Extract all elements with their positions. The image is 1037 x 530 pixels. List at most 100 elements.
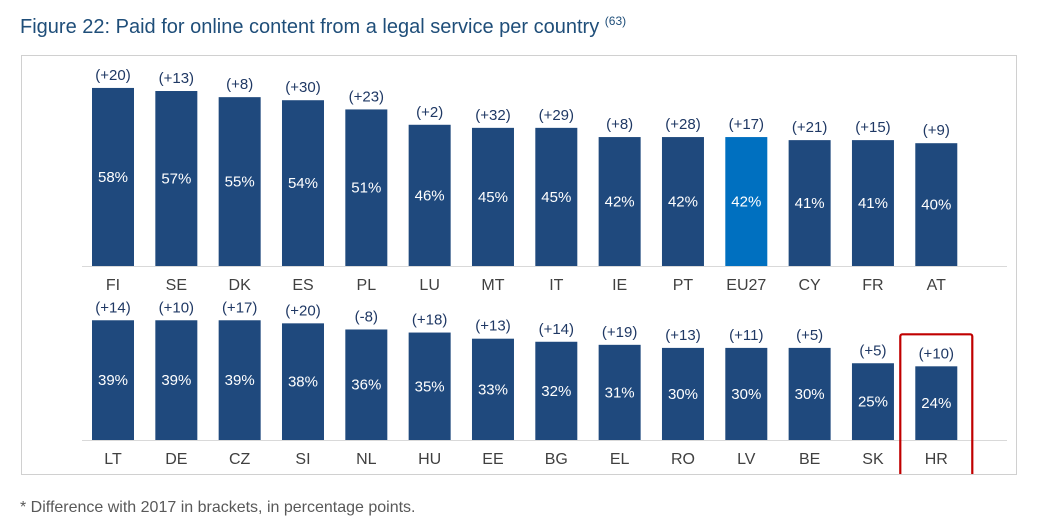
diff-label-it: (+29) <box>539 107 574 124</box>
bar-hu <box>408 332 451 440</box>
bar-lt <box>92 320 134 440</box>
bar-be <box>788 347 831 440</box>
x-tick-label-ie: IE <box>612 277 627 294</box>
bar-el <box>598 344 641 440</box>
x-tick-label-de: DE <box>165 451 187 468</box>
x-tick-label-at: AT <box>927 277 946 294</box>
diff-label-nl: (-8) <box>355 308 378 325</box>
bar-at <box>915 143 958 266</box>
bar-fr <box>851 140 894 266</box>
value-label-hr: 24% <box>921 395 951 412</box>
value-label-sk: 25% <box>858 394 888 411</box>
value-label-se: 57% <box>161 171 191 188</box>
x-tick-label-se: SE <box>166 277 187 294</box>
value-label-ro: 30% <box>668 386 698 403</box>
x-tick-label-dk: DK <box>229 277 252 294</box>
bar-ro <box>661 347 704 440</box>
diff-label-fr: (+15) <box>855 119 890 136</box>
footnote: * Difference with 2017 in brackets, in p… <box>20 499 416 516</box>
value-label-si: 38% <box>288 374 318 391</box>
bar-sk <box>851 363 894 440</box>
bar-it <box>535 127 578 266</box>
x-tick-label-nl: NL <box>356 451 377 468</box>
bar-eu27 <box>725 137 768 266</box>
bar-lu <box>408 124 451 266</box>
highlight-box-hr <box>899 333 974 474</box>
x-tick-label-ee: EE <box>482 451 503 468</box>
bar-hr <box>915 366 958 440</box>
x-tick-label-lu: LU <box>419 277 439 294</box>
x-tick-label-sk: SK <box>862 451 884 468</box>
bar-si <box>281 323 324 440</box>
diff-label-pl: (+23) <box>349 88 384 105</box>
bar-fi <box>92 87 134 266</box>
figure-title: Figure 22: Paid for online content from … <box>20 14 626 39</box>
diff-label-de: (+10) <box>159 299 194 316</box>
bar-de <box>155 320 198 440</box>
diff-label-lv: (+11) <box>729 327 763 344</box>
value-label-cy: 41% <box>795 195 825 212</box>
x-tick-label-pl: PL <box>357 277 377 294</box>
value-label-es: 54% <box>288 175 318 192</box>
value-label-de: 39% <box>161 372 191 389</box>
bar-bg <box>535 341 578 440</box>
x-tick-label-el: EL <box>610 451 630 468</box>
figure-title-footnote-ref: (63) <box>604 14 627 28</box>
value-label-hu: 35% <box>415 378 445 395</box>
value-label-lu: 46% <box>415 187 445 204</box>
x-tick-label-it: IT <box>549 277 563 294</box>
value-label-eu27: 42% <box>731 194 761 211</box>
value-label-nl: 36% <box>351 377 381 394</box>
bar-ee <box>471 338 514 440</box>
x-tick-label-pt: PT <box>673 277 694 294</box>
diff-label-cy: (+21) <box>792 119 827 136</box>
bar-cy <box>788 140 831 266</box>
x-tick-label-ro: RO <box>671 451 695 468</box>
value-label-el: 31% <box>605 384 635 401</box>
x-tick-label-eu27: EU27 <box>726 277 766 294</box>
x-tick-label-es: ES <box>292 277 313 294</box>
value-label-lt: 39% <box>98 372 128 389</box>
bar-pt <box>661 137 704 266</box>
bar-se <box>155 91 198 266</box>
value-label-it: 45% <box>541 189 571 206</box>
diff-label-at: (+9) <box>923 122 950 139</box>
value-label-pt: 42% <box>668 194 698 211</box>
bar-nl <box>345 329 388 440</box>
x-tick-label-hr: HR <box>925 451 948 468</box>
diff-label-mt: (+32) <box>475 107 510 124</box>
diff-label-hr: (+10) <box>919 345 954 362</box>
value-label-pl: 51% <box>351 180 381 197</box>
x-tick-label-fr: FR <box>862 277 883 294</box>
bar-lv <box>725 347 768 440</box>
x-tick-label-lt: LT <box>104 451 122 468</box>
x-tick-label-hu: HU <box>418 451 441 468</box>
chart-frame: 58% (+20) FI 57% (+13) SE 55% (+8) DK 54% (+30) ES 5… <box>21 55 1017 475</box>
diff-label-ie: (+8) <box>606 116 633 133</box>
diff-label-se: (+13) <box>159 70 194 87</box>
value-label-ie: 42% <box>605 194 635 211</box>
diff-label-fi: (+20) <box>95 67 130 84</box>
x-tick-label-be: BE <box>799 451 820 468</box>
diff-label-be: (+5) <box>796 327 823 344</box>
value-label-dk: 55% <box>225 174 255 191</box>
diff-label-ee: (+13) <box>475 318 510 335</box>
bar-chart: 58% (+20) FI 57% (+13) SE 55% (+8) DK 54% (+30) ES 5… <box>82 67 1007 474</box>
diff-label-sk: (+5) <box>859 342 886 359</box>
diff-label-eu27: (+17) <box>729 116 764 133</box>
bar-ie <box>598 137 641 266</box>
diff-label-lu: (+2) <box>416 104 443 121</box>
value-label-lv: 30% <box>731 386 761 403</box>
diff-label-ro: (+13) <box>665 327 700 344</box>
x-tick-label-cz: CZ <box>229 451 251 468</box>
diff-label-pt: (+28) <box>665 116 700 133</box>
diff-label-hu: (+18) <box>412 312 447 329</box>
diff-label-si: (+20) <box>285 302 320 319</box>
value-label-fi: 58% <box>98 169 128 186</box>
value-label-at: 40% <box>921 197 951 214</box>
x-tick-label-si: SI <box>295 451 310 468</box>
value-label-be: 30% <box>795 386 825 403</box>
bar-dk <box>218 97 261 267</box>
diff-label-cz: (+17) <box>222 299 257 316</box>
bar-mt <box>471 127 514 266</box>
